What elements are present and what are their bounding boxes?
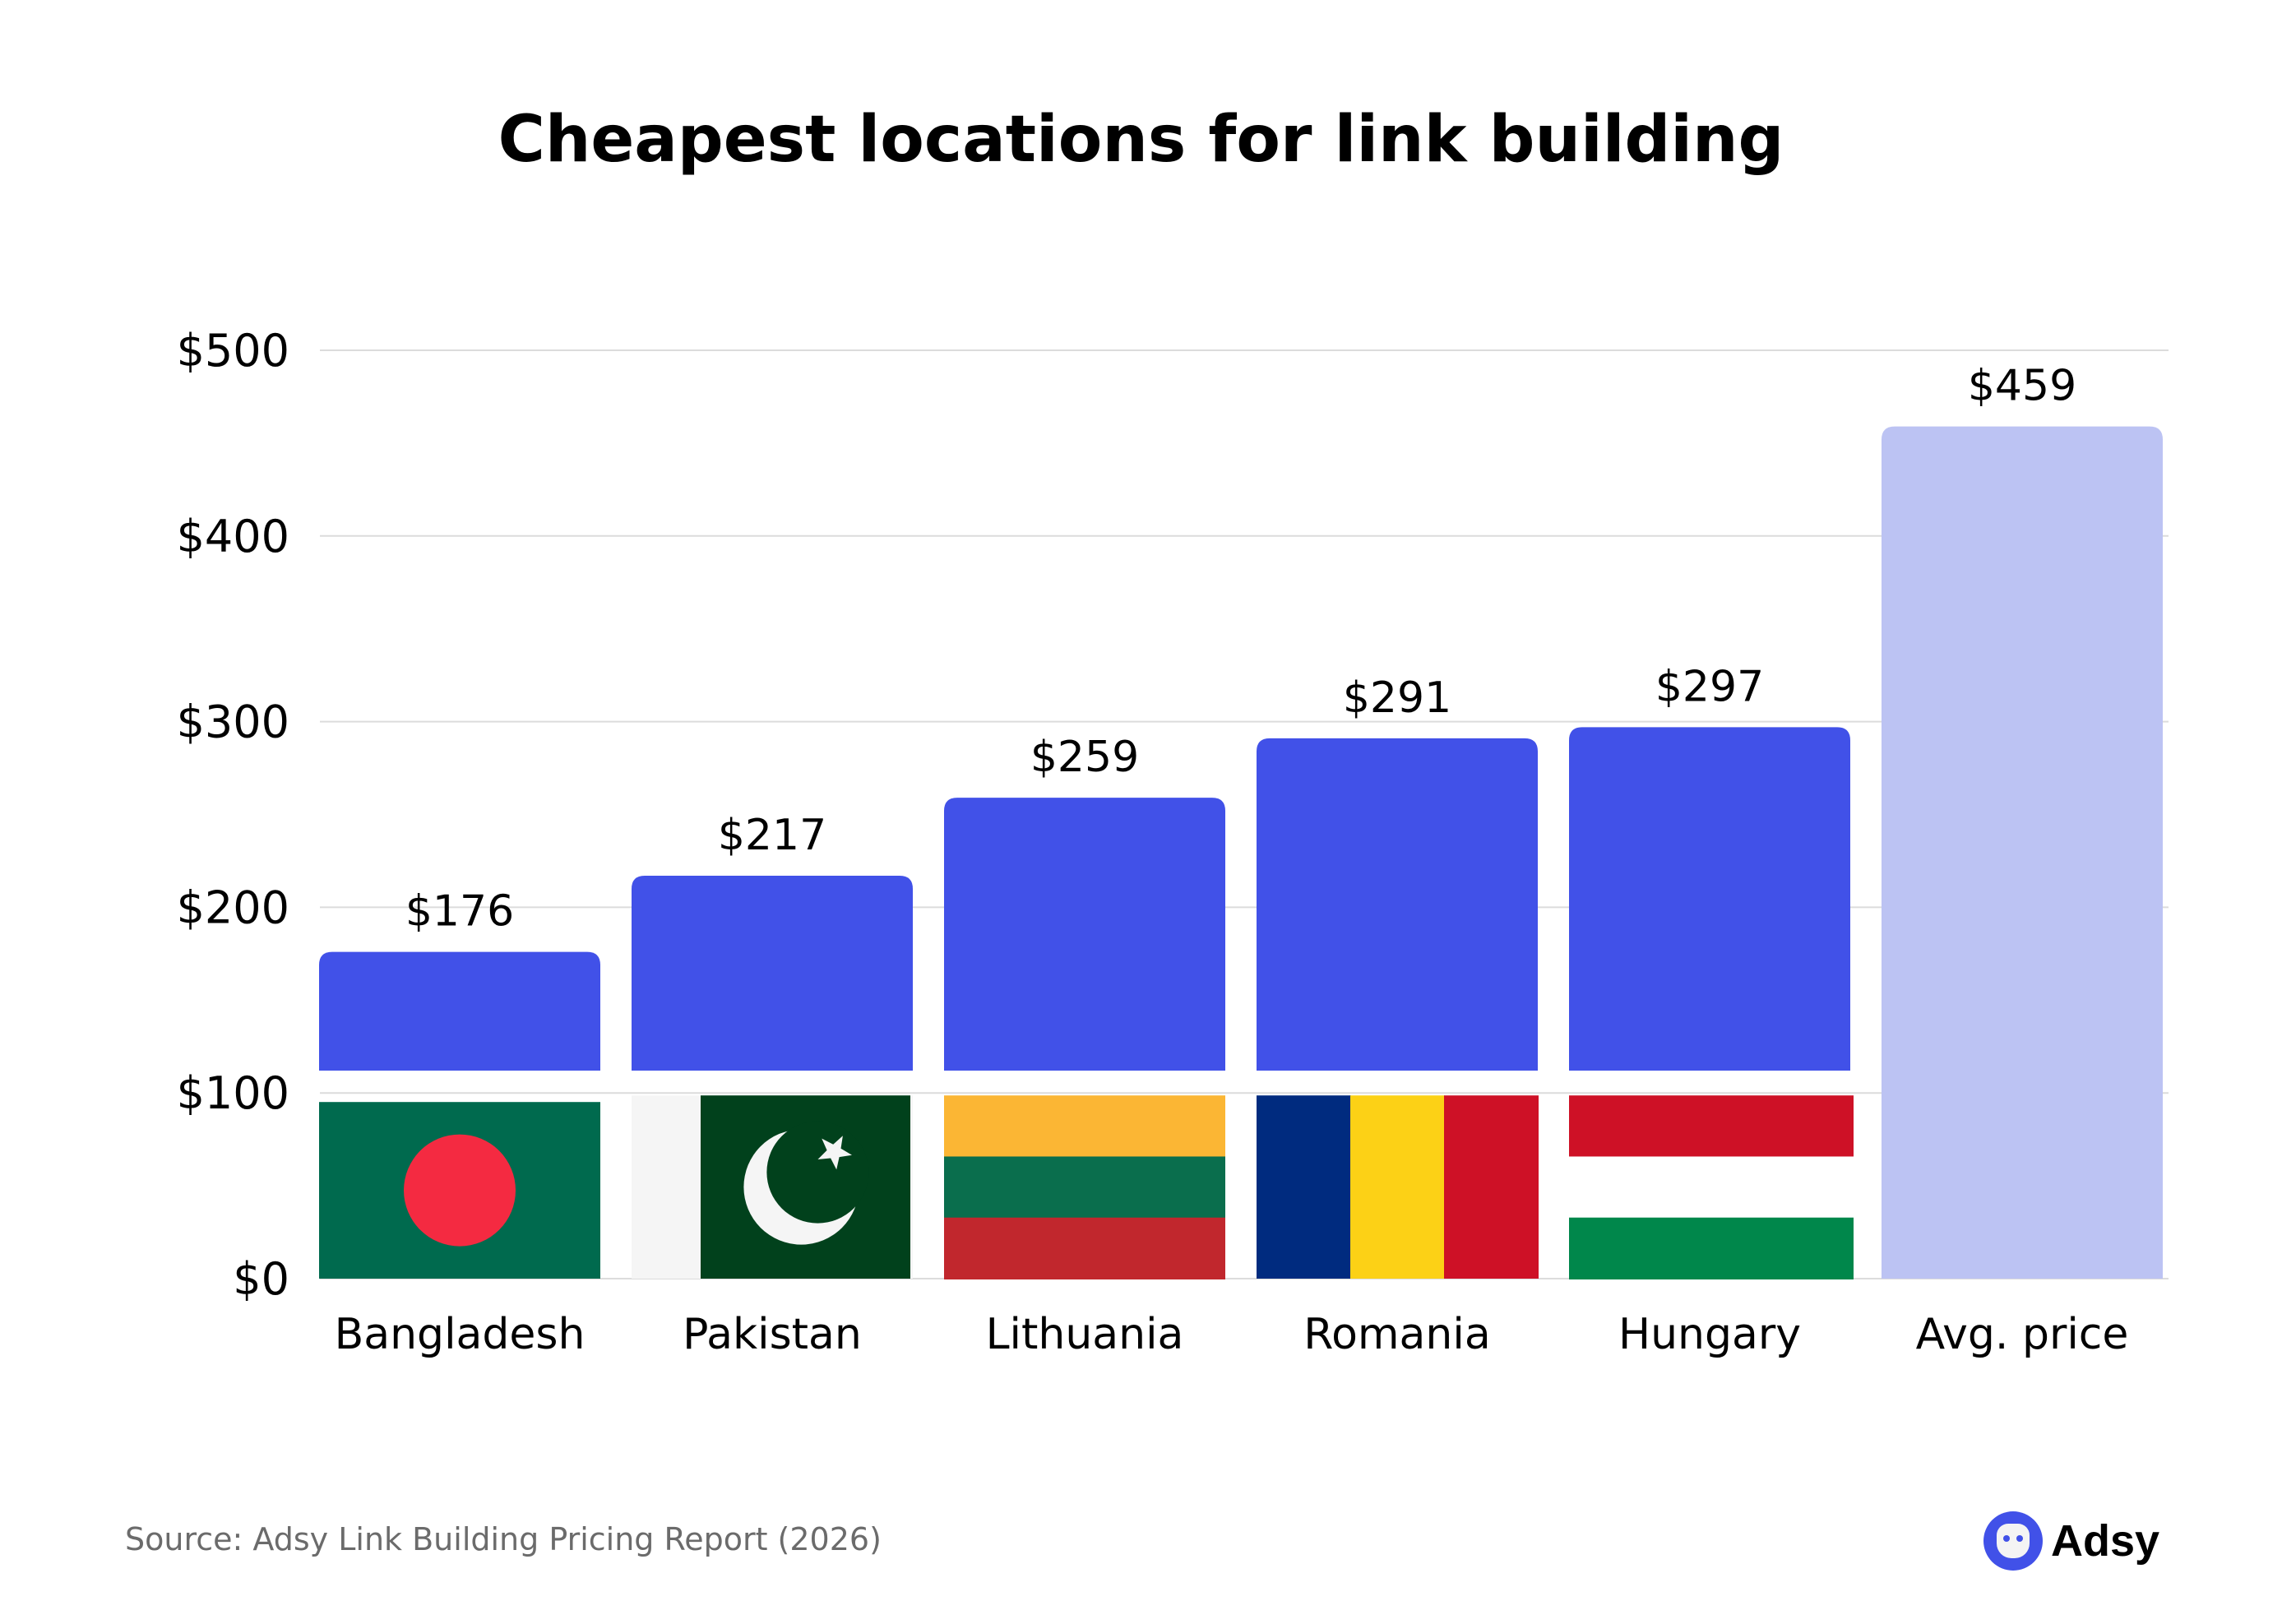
category-label: Pakistan — [683, 1310, 862, 1359]
value-label: $217 — [718, 811, 826, 860]
bar-romania — [1257, 738, 1538, 1071]
value-label: $176 — [405, 887, 514, 937]
bar-lithuania — [944, 798, 1225, 1071]
y-tick-label: $100 — [177, 1067, 289, 1119]
category-label: Bangladesh — [335, 1310, 586, 1359]
bar-bangladesh — [319, 951, 600, 1071]
bar-avg-price — [1882, 426, 2163, 1279]
y-tick-label: $400 — [177, 511, 289, 562]
category-label: Avg. price — [1916, 1310, 2129, 1359]
pakistan-star — [817, 1136, 852, 1170]
value-label: $259 — [1030, 733, 1139, 782]
hungary-flag-stripe — [1569, 1156, 1854, 1219]
y-tick-label: $0 — [233, 1253, 289, 1305]
category-label: Lithuania — [986, 1310, 1184, 1359]
value-label: $291 — [1343, 673, 1451, 723]
romania-flag-stripe — [1350, 1095, 1445, 1279]
value-label: $459 — [1968, 362, 2076, 411]
source-note: Source: Adsy Link Building Pricing Repor… — [125, 1521, 882, 1557]
logo-text: Adsy — [2051, 1516, 2160, 1566]
category-label: Romania — [1303, 1310, 1490, 1359]
bar-hungary — [1569, 727, 1850, 1071]
owl-icon — [1983, 1511, 2043, 1571]
adsy-logo: Adsy — [1983, 1511, 2159, 1571]
y-tick-label: $300 — [177, 696, 289, 748]
lithuania-flag-stripe — [944, 1217, 1225, 1279]
hungary-flag-stripe — [1569, 1217, 1854, 1279]
y-tick-label: $200 — [177, 881, 289, 933]
hungary-flag-stripe — [1569, 1095, 1854, 1158]
lithuania-flag-stripe — [944, 1095, 1225, 1158]
pakistan-crescent-cut — [766, 1121, 869, 1224]
bar-pakistan — [632, 876, 913, 1071]
romania-flag-stripe — [1257, 1095, 1351, 1279]
chart-title: Cheapest locations for link building — [498, 103, 1784, 177]
lithuania-flag-stripe — [944, 1156, 1225, 1219]
value-label: $297 — [1655, 662, 1764, 711]
y-tick-label: $500 — [177, 325, 289, 377]
romania-flag-stripe — [1444, 1095, 1539, 1279]
category-label: Hungary — [1618, 1310, 1801, 1359]
bangladesh-flag-disc — [404, 1134, 516, 1247]
